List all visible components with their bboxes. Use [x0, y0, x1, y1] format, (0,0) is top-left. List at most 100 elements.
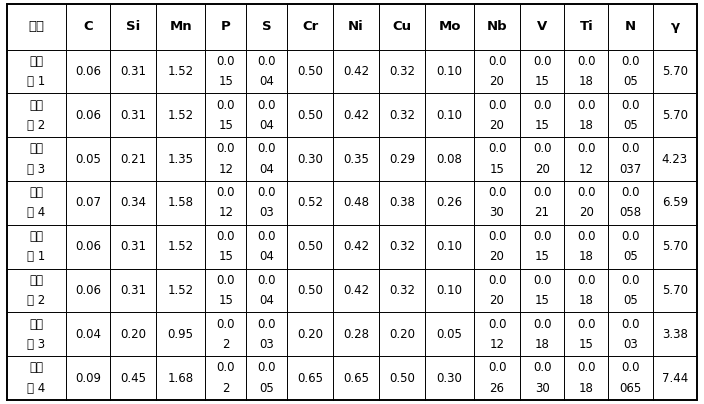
Text: 例 4: 例 4: [27, 206, 46, 219]
Text: 21: 21: [534, 206, 550, 219]
Text: 12: 12: [489, 338, 505, 351]
Text: 03: 03: [259, 338, 274, 351]
Text: 0.0: 0.0: [217, 230, 235, 243]
Text: 0.10: 0.10: [436, 240, 463, 253]
Text: 0.50: 0.50: [297, 240, 323, 253]
Text: 实施: 实施: [30, 55, 44, 68]
Text: 2: 2: [222, 382, 230, 395]
Text: 0.0: 0.0: [488, 274, 506, 287]
Text: 037: 037: [620, 163, 642, 176]
Text: 例 4: 例 4: [27, 382, 46, 395]
Text: 4.23: 4.23: [662, 153, 688, 166]
Text: 15: 15: [218, 75, 233, 88]
Text: 0.04: 0.04: [75, 328, 101, 341]
Text: 0.35: 0.35: [343, 153, 369, 166]
Text: 0.0: 0.0: [258, 230, 276, 243]
Text: 元素: 元素: [29, 20, 44, 33]
Text: Ti: Ti: [579, 20, 593, 33]
Text: 26: 26: [489, 382, 505, 395]
Text: 0.0: 0.0: [577, 362, 596, 375]
Text: 0.08: 0.08: [436, 153, 463, 166]
Text: 0.0: 0.0: [577, 318, 596, 331]
Text: 0.95: 0.95: [168, 328, 194, 341]
Text: 5.70: 5.70: [662, 65, 688, 78]
Text: 例 3: 例 3: [27, 163, 46, 176]
Text: 0.26: 0.26: [436, 196, 463, 209]
Text: 例 2: 例 2: [27, 119, 46, 132]
Text: 20: 20: [534, 163, 550, 176]
Text: 0.0: 0.0: [622, 318, 640, 331]
Text: 15: 15: [218, 294, 233, 307]
Text: 0.0: 0.0: [488, 99, 506, 112]
Text: 1.52: 1.52: [168, 109, 194, 122]
Text: 0.0: 0.0: [488, 186, 506, 199]
Text: 0.0: 0.0: [488, 362, 506, 375]
Text: 15: 15: [218, 119, 233, 132]
Text: 0.0: 0.0: [488, 230, 506, 243]
Text: 12: 12: [218, 206, 233, 219]
Text: 0.50: 0.50: [297, 284, 323, 297]
Text: 0.34: 0.34: [120, 196, 146, 209]
Text: 18: 18: [579, 75, 593, 88]
Text: 12: 12: [579, 163, 594, 176]
Text: 0.0: 0.0: [217, 186, 235, 199]
Text: 0.0: 0.0: [577, 186, 596, 199]
Text: 0.29: 0.29: [389, 153, 415, 166]
Text: 1.52: 1.52: [168, 240, 194, 253]
Text: 0.38: 0.38: [389, 196, 415, 209]
Text: 0.07: 0.07: [75, 196, 101, 209]
Text: 1.68: 1.68: [168, 372, 194, 385]
Text: 1.58: 1.58: [168, 196, 194, 209]
Text: 5.70: 5.70: [662, 284, 688, 297]
Text: 0.52: 0.52: [297, 196, 323, 209]
Text: 0.32: 0.32: [389, 284, 415, 297]
Text: 15: 15: [534, 294, 550, 307]
Text: 15: 15: [534, 250, 550, 263]
Text: 0.0: 0.0: [217, 274, 235, 287]
Text: 0.50: 0.50: [297, 109, 323, 122]
Text: 0.0: 0.0: [533, 318, 551, 331]
Text: 0.0: 0.0: [533, 362, 551, 375]
Text: 实施: 实施: [30, 99, 44, 112]
Text: 0.31: 0.31: [120, 284, 146, 297]
Text: 0.0: 0.0: [577, 55, 596, 68]
Text: 0.21: 0.21: [120, 153, 146, 166]
Text: 1.35: 1.35: [168, 153, 194, 166]
Text: 0.0: 0.0: [622, 362, 640, 375]
Text: 04: 04: [259, 250, 275, 263]
Text: 实施: 实施: [30, 143, 44, 156]
Text: 0.0: 0.0: [217, 318, 235, 331]
Text: 065: 065: [620, 382, 642, 395]
Text: 2: 2: [222, 338, 230, 351]
Text: 15: 15: [534, 75, 550, 88]
Text: Ni: Ni: [348, 20, 364, 33]
Text: Nb: Nb: [486, 20, 508, 33]
Text: 0.0: 0.0: [622, 99, 640, 112]
Text: 0.0: 0.0: [622, 143, 640, 156]
Text: 05: 05: [623, 294, 638, 307]
Text: 0.0: 0.0: [533, 186, 551, 199]
Text: 0.20: 0.20: [389, 328, 415, 341]
Text: 例 3: 例 3: [27, 338, 46, 351]
Text: P: P: [221, 20, 231, 33]
Text: 15: 15: [579, 338, 593, 351]
Text: 18: 18: [534, 338, 550, 351]
Text: 0.0: 0.0: [258, 274, 276, 287]
Text: 0.30: 0.30: [436, 372, 463, 385]
Text: 0.0: 0.0: [622, 55, 640, 68]
Text: 例 1: 例 1: [27, 250, 46, 263]
Text: 5.70: 5.70: [662, 109, 688, 122]
Text: 0.45: 0.45: [120, 372, 146, 385]
Text: 04: 04: [259, 294, 275, 307]
Text: 30: 30: [535, 382, 549, 395]
Text: 05: 05: [623, 250, 638, 263]
Text: Cr: Cr: [302, 20, 318, 33]
Text: 0.0: 0.0: [577, 230, 596, 243]
Text: 18: 18: [579, 294, 593, 307]
Text: 0.0: 0.0: [258, 55, 276, 68]
Text: 0.0: 0.0: [488, 318, 506, 331]
Text: 0.65: 0.65: [343, 372, 369, 385]
Text: Si: Si: [126, 20, 140, 33]
Text: 0.31: 0.31: [120, 65, 146, 78]
Text: 20: 20: [489, 119, 505, 132]
